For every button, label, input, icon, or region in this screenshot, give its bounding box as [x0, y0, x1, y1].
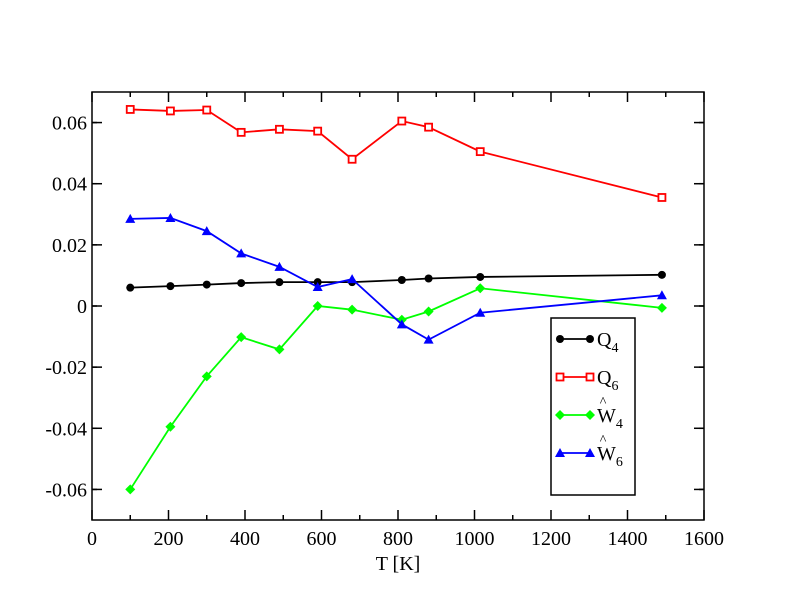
- data-point-q4: [275, 278, 284, 287]
- data-point-q6: [236, 127, 246, 137]
- data-point-w6: [347, 274, 358, 284]
- legend-marker: [555, 372, 565, 382]
- legend-marker: [586, 335, 594, 343]
- data-point-w6: [423, 334, 434, 344]
- y-tick-label: 0.04: [52, 174, 87, 196]
- data-point-w4: [165, 421, 176, 432]
- data-point-w6: [475, 307, 486, 317]
- data-point-w6: [312, 282, 323, 292]
- axis-tick-labels: 0 200 400 600 800 1000 1200 1400 1600 -0.06 -0.04 -…: [45, 113, 724, 550]
- legend-label: W6: [597, 443, 623, 470]
- data-point-q4: [424, 274, 433, 283]
- data-point-q4: [237, 279, 246, 288]
- data-point-w4: [201, 371, 212, 382]
- x-tick-label: 200: [154, 528, 184, 550]
- legend-marker: [555, 448, 565, 457]
- data-point-q4: [397, 276, 406, 285]
- data-point-q6: [657, 193, 667, 202]
- data-point-q4: [126, 283, 135, 292]
- series-w4: [125, 283, 667, 495]
- data-point-q6: [424, 122, 434, 132]
- data-point-w6: [125, 213, 136, 223]
- series-q4: [126, 270, 666, 292]
- x-tick-label: 400: [230, 528, 260, 550]
- legend-label: W4: [597, 405, 623, 432]
- data-point-q6: [397, 116, 407, 126]
- data-point-q6: [313, 126, 323, 136]
- y-tick-label: 0: [77, 296, 87, 318]
- y-tick-label: 0.02: [52, 235, 87, 257]
- x-tick-label: 0: [87, 528, 97, 550]
- y-tick-label: -0.02: [45, 357, 87, 379]
- legend-entry-q4: Q4: [556, 329, 618, 356]
- data-point-w6: [165, 212, 176, 222]
- legend-marker: [585, 410, 595, 420]
- data-point-w6: [201, 226, 212, 236]
- x-tick-label: 1600: [684, 528, 724, 550]
- legend-entry-w4: W4^: [555, 395, 623, 432]
- data-point-w4: [423, 306, 434, 317]
- legend-marker: [585, 448, 595, 457]
- data-point-q6: [275, 124, 284, 134]
- data-point-q6: [347, 154, 357, 164]
- data-point-w4: [125, 484, 136, 495]
- axis-ticks: [91, 92, 705, 520]
- legend-label: Q6: [597, 367, 618, 394]
- y-tick-label: -0.04: [45, 418, 87, 440]
- data-point-w4: [347, 304, 358, 315]
- series-layer: [125, 105, 667, 495]
- data-point-q4: [476, 272, 485, 281]
- data-point-w4: [312, 301, 323, 311]
- y-tick-label: -0.06: [45, 479, 87, 501]
- data-point-w4: [236, 332, 247, 343]
- data-point-w6: [236, 248, 247, 258]
- legend-label: Q4: [597, 329, 618, 356]
- data-point-q4: [657, 270, 666, 279]
- x-tick-label: 800: [383, 528, 413, 550]
- data-point-w4: [475, 283, 486, 294]
- hat-accent: ^: [600, 433, 607, 448]
- data-point-w6: [274, 261, 285, 271]
- data-point-w6: [396, 319, 407, 329]
- data-point-q6: [202, 105, 212, 115]
- data-point-q6: [125, 105, 135, 114]
- legend-marker: [556, 335, 564, 343]
- x-tick-label: 1000: [455, 528, 495, 550]
- data-point-q6: [166, 106, 175, 116]
- hat-accent: ^: [600, 395, 607, 410]
- data-point-q4: [166, 282, 175, 291]
- data-point-w6: [656, 290, 667, 300]
- series-q6: [125, 105, 667, 202]
- legend-marker: [585, 372, 595, 382]
- data-point-q6: [475, 147, 485, 157]
- data-point-w4: [274, 344, 285, 355]
- legend-entry-q6: Q6: [555, 367, 618, 394]
- y-tick-label: 0.06: [52, 113, 87, 135]
- x-axis-label: T [K]: [376, 553, 421, 575]
- data-point-q4: [202, 280, 211, 289]
- x-tick-label: 600: [307, 528, 337, 550]
- x-tick-label: 1400: [608, 528, 648, 550]
- legend-marker: [555, 410, 565, 420]
- legend-entry-w6: W6^: [555, 433, 623, 470]
- series-w6: [125, 212, 667, 344]
- data-point-w4: [656, 302, 667, 313]
- legend-box: [550, 317, 636, 496]
- series-line-q6: [130, 108, 663, 199]
- x-tick-label: 1200: [531, 528, 571, 550]
